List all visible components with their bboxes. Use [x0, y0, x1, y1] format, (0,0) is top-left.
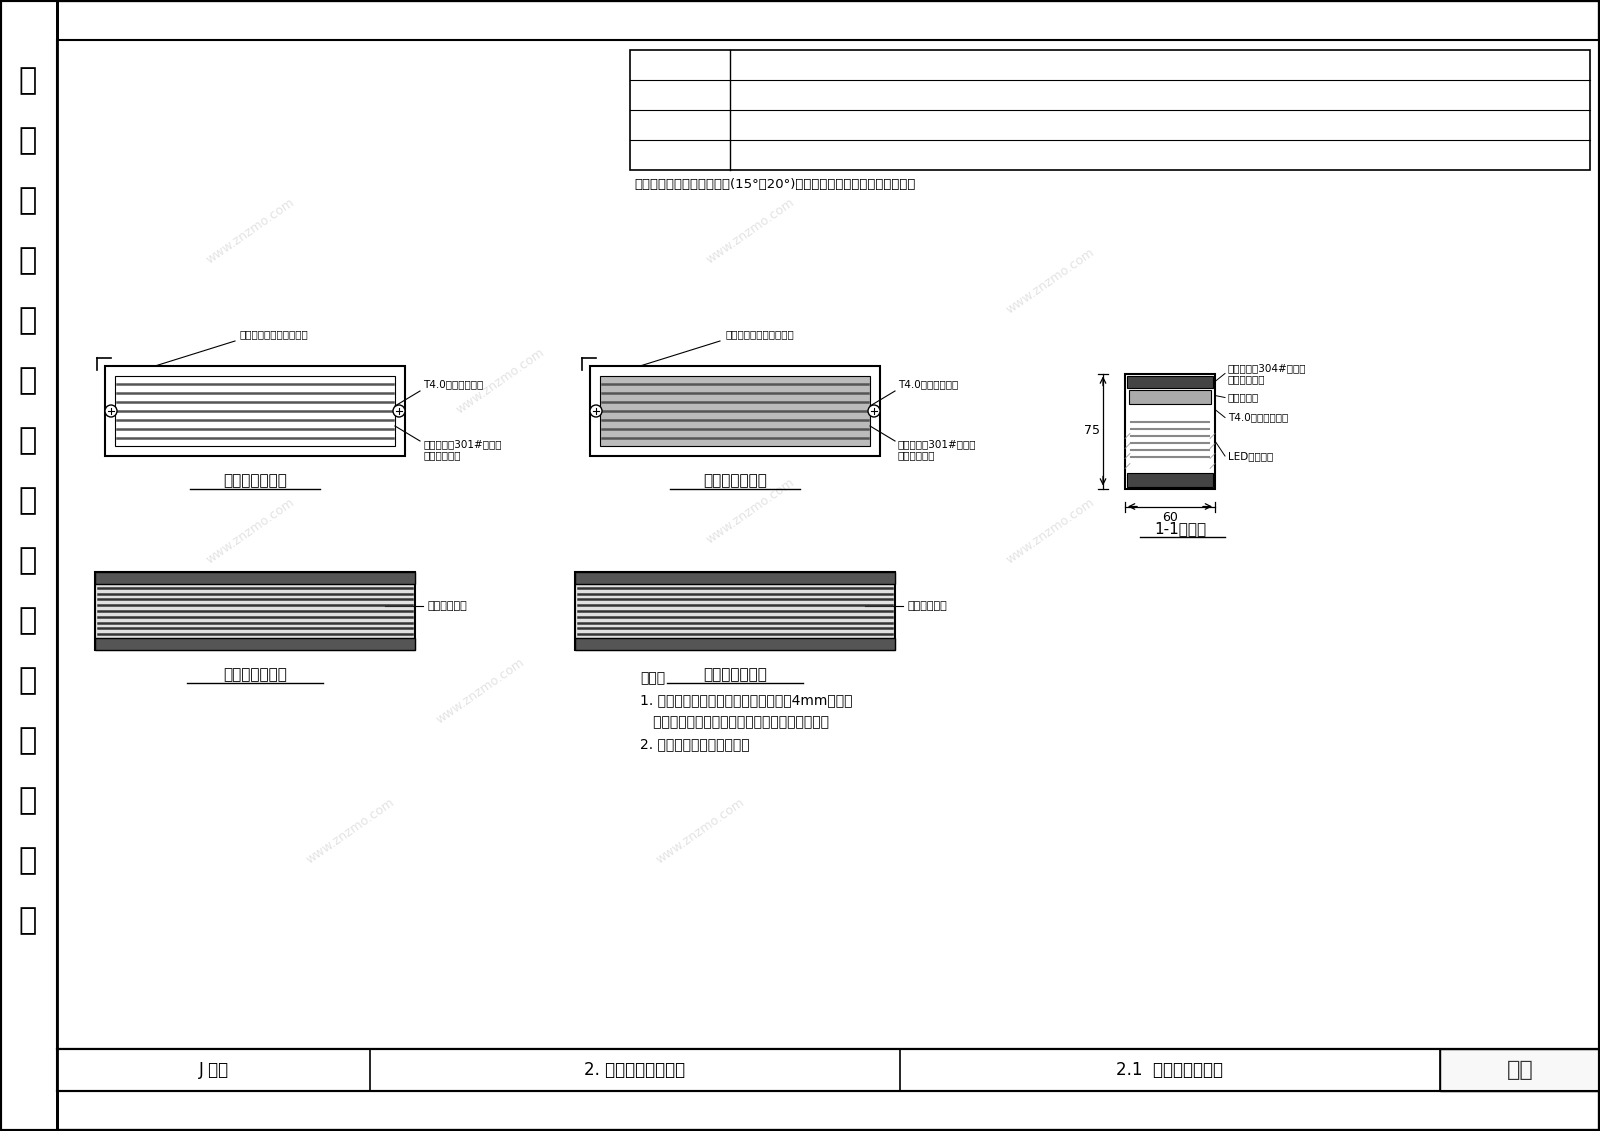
Text: 压铸件接头，顶部封铝板: 压铸件接头，顶部封铝板	[725, 329, 794, 339]
Text: 嵌壁灯一平面图: 嵌壁灯一平面图	[222, 474, 286, 489]
Text: 1-1剖面图: 1-1剖面图	[1154, 521, 1206, 536]
Text: 说明：: 说明：	[640, 671, 666, 685]
Bar	[600, 375, 870, 446]
Bar	[94, 572, 414, 584]
Text: 柱: 柱	[19, 666, 37, 696]
Text: 嵌壁灯二平面图: 嵌壁灯二平面图	[702, 474, 766, 489]
Text: 压铸件接头，顶部封铝板: 压铸件接头，顶部封铝板	[240, 329, 309, 339]
Text: 化: 化	[19, 307, 37, 336]
Text: 1. 压铸铝面盖，铝型材灯体及预埋件，4mm平面钢: 1. 压铸铝面盖，铝型材灯体及预埋件，4mm平面钢	[640, 693, 853, 707]
Bar	[0, 0, 58, 1131]
Text: 知末: 知末	[1507, 1060, 1533, 1080]
Text: www.znzmo.com: www.znzmo.com	[1003, 245, 1096, 317]
Text: 铝型材预埋壳: 铝型材预埋壳	[427, 601, 467, 611]
Circle shape	[106, 405, 117, 417]
Text: 化玻璃，内置扩散亚克力板要求发光均匀柔和。: 化玻璃，内置扩散亚克力板要求发光均匀柔和。	[640, 715, 829, 729]
Text: www.znzmo.com: www.znzmo.com	[304, 795, 397, 866]
Text: 外露螺丝为301#不锈钢
表面喷粉处理: 外露螺丝为301#不锈钢 表面喷粉处理	[422, 439, 501, 460]
Text: 景: 景	[19, 67, 37, 95]
Bar	[574, 572, 894, 584]
Text: www.znzmo.com: www.znzmo.com	[434, 656, 526, 726]
Text: 要求: 要求	[1152, 58, 1168, 72]
Text: 布置方式: 布置方式	[666, 119, 694, 131]
Bar	[115, 375, 395, 446]
Text: 准: 准	[19, 546, 37, 576]
Text: 做: 做	[19, 846, 37, 875]
Bar	[106, 366, 405, 456]
Text: 外露螺丝为304#不锈钢
表面喷粉处理: 外露螺丝为304#不锈钢 表面喷粉处理	[1229, 363, 1307, 385]
Text: T4.0磨砂钝化玻璃: T4.0磨砂钝化玻璃	[898, 379, 958, 389]
Bar	[630, 50, 1590, 170]
Text: 嵌壁灯二立面图: 嵌壁灯二立面图	[702, 667, 766, 682]
Bar	[574, 572, 894, 650]
Text: 使用区域: 使用区域	[666, 88, 694, 102]
Text: 气: 气	[19, 426, 37, 456]
Text: www.znzmo.com: www.znzmo.com	[704, 196, 797, 267]
Text: 标: 标	[19, 486, 37, 516]
Text: J 电气: J 电气	[198, 1061, 229, 1079]
Text: LED光源灯条: LED光源灯条	[1229, 451, 1274, 461]
Text: T4.0磨砂钝化玻璃: T4.0磨砂钝化玻璃	[1229, 413, 1288, 423]
Text: www.znzmo.com: www.znzmo.com	[203, 196, 296, 267]
Text: 防护等级: 防护等级	[666, 148, 694, 162]
Text: 说明：侧面安装霄窄光配光(15°－20°)，保证光束能照亮整个台阶踏面。: 说明：侧面安装霄窄光配光(15°－20°)，保证光束能照亮整个台阶踏面。	[634, 178, 915, 191]
Text: 2. 适用于景墙与台阶照明。: 2. 适用于景墙与台阶照明。	[640, 737, 750, 751]
Text: 基: 基	[19, 726, 37, 756]
Bar	[1440, 1048, 1600, 1091]
Text: 外露螺丝为301#不锈钢
表面喷粉处理: 外露螺丝为301#不锈钢 表面喷粉处理	[898, 439, 976, 460]
Text: www.znzmo.com: www.znzmo.com	[453, 346, 547, 416]
Text: 标: 标	[19, 187, 37, 216]
Text: www.znzmo.com: www.znzmo.com	[704, 476, 797, 546]
Text: 台阶侧面安装。间隔一个台阶安装 正面安装，不适于台阶过高过多，不适宜正面安装。: 台阶侧面安装。间隔一个台阶安装 正面安装，不适于台阶过高过多，不适宜正面安装。	[738, 119, 1027, 131]
Text: 台阶—侧壁灯、条状灯。: 台阶—侧壁灯、条状灯。	[738, 88, 826, 102]
Bar	[0, 0, 58, 1131]
Text: T4.0磨砂钝化玻璃: T4.0磨砂钝化玻璃	[422, 379, 483, 389]
Bar	[1126, 473, 1213, 486]
Bar	[574, 638, 894, 650]
Text: 2.1  嵌壁灯安装大样: 2.1 嵌壁灯安装大样	[1117, 1061, 1224, 1079]
Text: www.znzmo.com: www.znzmo.com	[653, 795, 747, 866]
Bar	[1126, 375, 1213, 388]
Text: 项目: 项目	[672, 58, 688, 72]
Text: 观: 观	[19, 127, 37, 155]
Bar	[1130, 389, 1211, 404]
Text: www.znzmo.com: www.znzmo.com	[203, 495, 296, 567]
Circle shape	[867, 405, 880, 417]
Bar	[58, 40, 1600, 1048]
Text: 60: 60	[1162, 511, 1178, 524]
Bar	[1125, 373, 1214, 489]
Bar	[94, 572, 414, 650]
Text: IP65: IP65	[738, 148, 765, 162]
Text: www.znzmo.com: www.znzmo.com	[1003, 495, 1096, 567]
Text: 页: 页	[1459, 1060, 1467, 1072]
Text: 准: 准	[19, 247, 37, 276]
Bar	[590, 366, 880, 456]
Circle shape	[394, 405, 405, 417]
Text: 2. 主要灯具安装做法: 2. 主要灯具安装做法	[584, 1061, 685, 1079]
Text: 75: 75	[1085, 424, 1101, 438]
Text: 电: 电	[19, 366, 37, 396]
Text: 法: 法	[19, 907, 37, 935]
Text: 压铸件接头: 压铸件接头	[1229, 392, 1259, 403]
Text: 础: 础	[19, 786, 37, 815]
Text: 嵌壁灯一立面图: 嵌壁灯一立面图	[222, 667, 286, 682]
Text: 灯: 灯	[19, 606, 37, 636]
Text: 铝型材预埋壳: 铝型材预埋壳	[907, 601, 947, 611]
Bar	[94, 638, 414, 650]
Circle shape	[590, 405, 602, 417]
Bar	[58, 1048, 1600, 1091]
Text: ID:1150013877: ID:1150013877	[1477, 1070, 1563, 1080]
